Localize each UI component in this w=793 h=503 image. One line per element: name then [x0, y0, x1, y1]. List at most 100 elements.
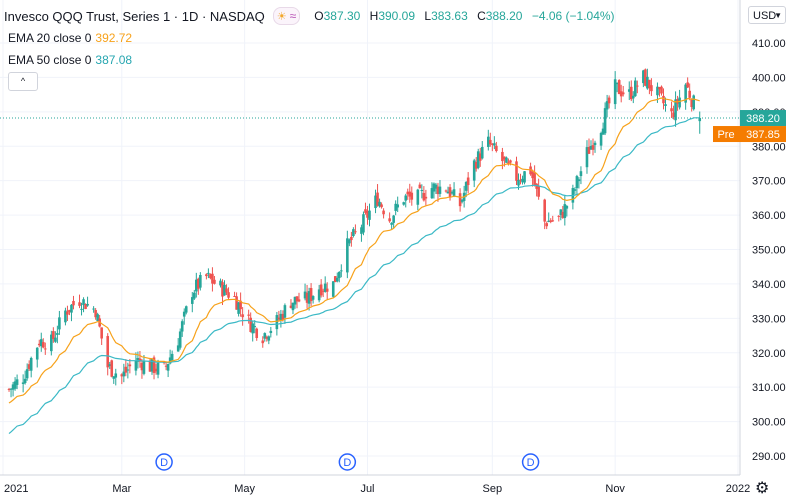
candle-body — [531, 171, 534, 179]
candle-body — [23, 378, 27, 383]
candle-body — [126, 369, 130, 371]
candle-body — [587, 147, 591, 154]
candle-body — [466, 177, 470, 186]
candle-body — [517, 180, 520, 186]
candle-body — [41, 342, 45, 348]
candle-body — [331, 281, 335, 297]
candle-body — [493, 143, 496, 146]
symbol-title[interactable]: Invesco QQQ Trust, Series 1 · 1D · NASDA… — [4, 8, 265, 24]
candle-body — [390, 222, 393, 225]
candle-body — [197, 278, 200, 289]
dividend-marker[interactable]: D — [521, 453, 540, 471]
collapse-legend-button[interactable]: ^ — [8, 72, 38, 91]
dividend-circle — [338, 453, 357, 471]
candle-body — [58, 317, 61, 330]
ema20-legend[interactable]: EMA 20 close 0 392.72 — [8, 31, 132, 45]
candle-body — [545, 223, 548, 227]
candle-body — [672, 112, 675, 118]
y-tick-label: 380.00 — [752, 141, 786, 153]
candle-body — [106, 336, 110, 368]
candle-body — [138, 358, 142, 362]
change-value: −4.06 (−1.04%) — [531, 9, 615, 23]
candle-body — [646, 76, 649, 89]
candle-body — [348, 239, 351, 244]
candle-body — [122, 371, 126, 377]
candle-body — [94, 310, 97, 318]
candle-body — [293, 296, 297, 305]
candle-body — [627, 89, 631, 92]
pre-tag-label: Pre — [717, 129, 734, 141]
candle-body — [249, 317, 252, 333]
candle-body — [251, 323, 254, 334]
candle-body — [617, 80, 621, 95]
dividend-letter: D — [527, 457, 535, 469]
candle-body — [420, 190, 424, 192]
candle-body — [325, 288, 329, 292]
candle-body — [221, 282, 224, 297]
candle-body — [487, 136, 490, 147]
candle-body — [142, 360, 146, 374]
low-label: L — [424, 9, 432, 23]
candle-body — [333, 276, 337, 283]
ema20-label: EMA 20 close 0 — [8, 31, 92, 45]
candle-body — [193, 292, 196, 299]
candle-body — [662, 95, 665, 104]
candle-body — [92, 308, 95, 310]
chevron-up-icon: ^ — [20, 76, 26, 86]
candle-body — [168, 357, 172, 364]
candle-body — [233, 296, 236, 298]
candle-body — [7, 388, 11, 390]
gear-icon[interactable]: ⚙ — [755, 480, 770, 497]
candle-body — [43, 348, 47, 350]
wave-icon: ≈ — [289, 9, 297, 23]
candle-body — [303, 291, 307, 299]
candle-body — [54, 337, 57, 342]
candle-body — [392, 215, 395, 223]
currency-selector[interactable]: USD ▼ — [748, 6, 786, 24]
candle-body — [269, 330, 273, 334]
y-tick-label: 360.00 — [752, 210, 786, 222]
candle-body — [446, 191, 450, 194]
legend-header: Invesco QQQ Trust, Series 1 · 1D · NASDA… — [4, 7, 615, 25]
candle-body — [195, 279, 198, 292]
ohlc-readout: O387.30 H390.09 L383.63 C388.20 −4.06 (−… — [314, 9, 614, 23]
candle-body — [430, 188, 434, 199]
x-tick-label: 2022 — [726, 483, 750, 495]
candle-body — [495, 145, 498, 152]
candle-body — [82, 299, 85, 306]
candle-body — [491, 143, 494, 145]
candle-body — [603, 108, 607, 134]
candle-body — [184, 306, 188, 313]
y-tick-label: 410.00 — [752, 38, 786, 50]
candle-body — [297, 299, 301, 302]
candle-body — [644, 69, 647, 86]
dividend-marker[interactable]: D — [338, 453, 357, 471]
candle-body — [154, 368, 158, 372]
candle-body — [543, 199, 546, 222]
candle-body — [613, 79, 617, 105]
dividend-marker[interactable]: D — [155, 453, 173, 471]
candle-body — [72, 300, 75, 306]
candle-body — [50, 334, 53, 352]
dividend-letter: D — [160, 457, 168, 469]
candle-body — [678, 97, 681, 108]
ema50-legend[interactable]: EMA 50 close 0 387.08 — [8, 53, 132, 67]
candle-body — [535, 183, 538, 189]
candle-body — [207, 272, 210, 274]
candle-body — [247, 314, 250, 316]
pre-tag-bg — [713, 126, 740, 143]
candlestick-series — [7, 68, 702, 398]
candle-body — [402, 202, 406, 205]
candle-body — [591, 145, 595, 150]
candle-body — [164, 365, 168, 367]
x-tick-label: Nov — [605, 483, 625, 495]
x-tick-label: 2021 — [4, 483, 28, 495]
candle-body — [664, 104, 667, 106]
candle-body — [605, 101, 609, 110]
ema-lines — [8, 97, 700, 435]
candle-body — [239, 300, 242, 310]
candle-body — [346, 238, 349, 273]
market-status-badge[interactable]: ☀ ≈ — [272, 7, 301, 25]
y-tick-label: 370.00 — [752, 176, 786, 188]
